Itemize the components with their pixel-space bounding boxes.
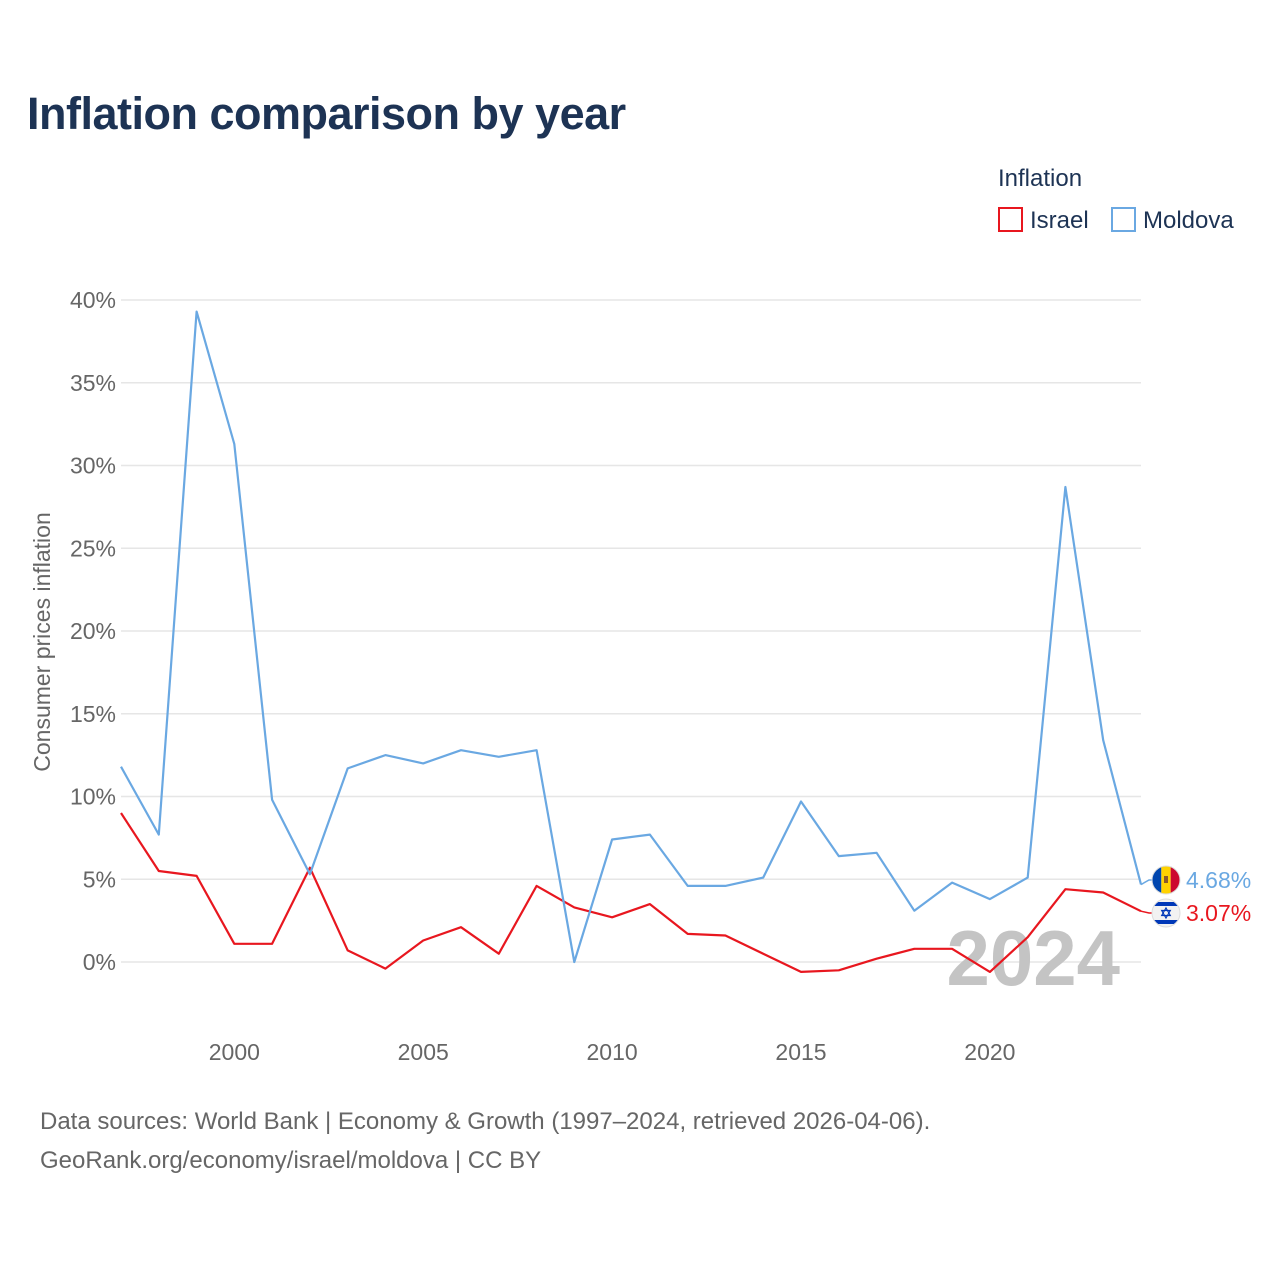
x-tick-label: 2015 (775, 1039, 826, 1065)
flag-stripe (1152, 920, 1180, 924)
year-watermark: 2024 (946, 914, 1120, 1002)
footer-credit: GeoRank.org/economy/israel/moldova | CC … (40, 1147, 542, 1174)
footer-source: Data sources: World Bank | Economy & Gro… (40, 1108, 931, 1135)
flag-star (1160, 906, 1172, 917)
flag-outline (1151, 898, 1181, 928)
y-tick-label: 10% (70, 784, 116, 810)
x-tick-label: 2005 (398, 1039, 449, 1065)
legend-title: Inflation (998, 165, 1082, 192)
legend-label-israel: Israel (1030, 207, 1089, 234)
end-connector (1140, 910, 1153, 914)
y-tick-label: 20% (70, 618, 116, 644)
y-tick-label: 5% (83, 866, 116, 892)
x-axis: 2000 2005 2010 2015 2020 (209, 1039, 1016, 1065)
flag-star (1160, 909, 1172, 920)
legend: Israel Moldova (998, 207, 1234, 234)
end-labels: 3.07% 4.68% (1140, 865, 1251, 928)
grid-lines (121, 299, 1141, 963)
legend-swatch-israel (998, 207, 1023, 232)
flag-emblem (1164, 876, 1168, 883)
moldova-flag-icon (1151, 865, 1181, 895)
y-tick-label: 15% (70, 701, 116, 727)
israel-flag-icon (1151, 898, 1181, 928)
legend-label-moldova: Moldova (1143, 207, 1234, 234)
y-tick-label: 40% (70, 287, 116, 313)
x-tick-label: 2010 (587, 1039, 638, 1065)
end-connector (1140, 879, 1153, 886)
flag-stripe (1152, 902, 1180, 906)
end-label-moldova: 4.68% (1186, 867, 1251, 893)
y-tick-label: 35% (70, 370, 116, 396)
y-tick-label: 30% (70, 453, 116, 479)
y-tick-label: 25% (70, 535, 116, 561)
chart-title: Inflation comparison by year (27, 88, 626, 139)
x-tick-label: 2000 (209, 1039, 260, 1065)
flag-stripe (1170, 866, 1180, 894)
x-tick-label: 2020 (964, 1039, 1015, 1065)
y-tick-label: 0% (83, 949, 116, 975)
flag-outline (1151, 865, 1181, 895)
series-line-moldova (120, 310, 1143, 964)
series-line-israel (120, 812, 1142, 974)
legend-swatch-moldova (1111, 207, 1136, 232)
y-axis: 0% 5% 10% 15% 20% 25% 30% 35% 40% (70, 287, 116, 975)
end-label-israel: 3.07% (1186, 900, 1251, 926)
flag-stripe (1152, 866, 1162, 894)
y-axis-label: Consumer prices inflation (29, 512, 55, 772)
series-lines (120, 310, 1143, 974)
